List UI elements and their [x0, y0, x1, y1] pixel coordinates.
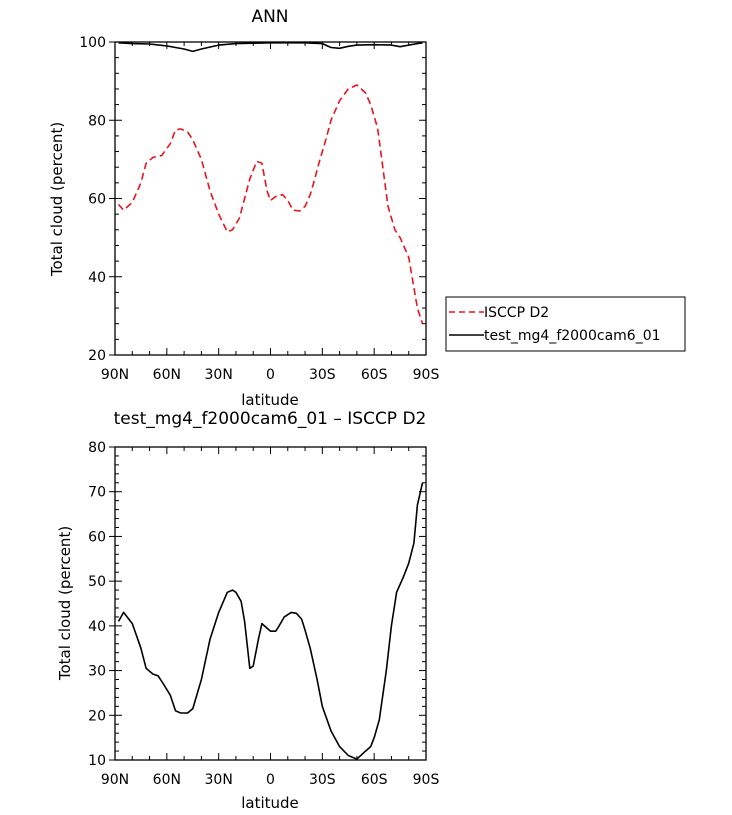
top-chart-frame — [114, 41, 427, 356]
bottom-x-tick-label: 30N — [205, 772, 233, 788]
legend-label-model: test_mg4_f2000cam6_01 — [484, 328, 661, 344]
top-x-tick-label: 30S — [309, 367, 336, 383]
bottom-y-tick-label: 70 — [88, 485, 106, 501]
bottom-x-tick-label: 0 — [266, 772, 275, 788]
legend-box — [445, 296, 686, 352]
top-series-line-1 — [118, 41, 423, 53]
bottom-y-tick-label: 50 — [88, 574, 106, 590]
top-chart-xlabel: latitude — [241, 391, 299, 409]
bottom-x-tick-label: 30S — [309, 772, 336, 788]
bottom-chart-title: test_mg4_f2000cam6_01 – ISCCP D2 — [114, 409, 427, 429]
top-x-tick-label: 60N — [153, 367, 181, 383]
top-chart-ticks: 90N 60N 30N 0 30S 60S 90S 20 40 60 80 100 — [79, 35, 439, 383]
bottom-chart-xlabel: latitude — [241, 794, 299, 812]
top-series-line-0 — [117, 84, 424, 324]
bottom-x-tick-label: 60N — [153, 772, 181, 788]
bottom-y-tick-label: 20 — [88, 708, 106, 724]
bottom-y-tick-label: 10 — [88, 753, 106, 769]
bottom-chart-panel: test_mg4_f2000cam6_01 – ISCCP D2 Total c… — [56, 409, 439, 812]
legend-label-isccp: ISCCP D2 — [484, 305, 549, 321]
top-x-tick-label: 0 — [266, 367, 275, 383]
top-x-tick-label: 90N — [101, 367, 129, 383]
legend: ISCCP D2 test_mg4_f2000cam6_01 — [445, 296, 686, 352]
bottom-chart-ylabel: Total cloud (percent) — [56, 526, 74, 681]
top-x-tick-label: 30N — [205, 367, 233, 383]
bottom-x-tick-label: 90S — [413, 772, 440, 788]
top-chart-lines — [117, 41, 424, 324]
bottom-y-tick-label: 40 — [88, 619, 106, 635]
bottom-chart-frame — [114, 446, 427, 761]
top-y-tick-label: 20 — [88, 348, 106, 364]
bottom-x-tick-label: 90N — [101, 772, 129, 788]
top-y-tick-label: 80 — [88, 113, 106, 129]
bottom-chart-lines — [117, 482, 424, 760]
bottom-series-line-0 — [117, 482, 424, 760]
bottom-y-tick-label: 30 — [88, 664, 106, 680]
top-x-tick-label: 90S — [413, 367, 440, 383]
top-y-tick-label: 40 — [88, 270, 106, 286]
bottom-y-tick-label: 80 — [88, 440, 106, 456]
top-y-tick-label: 60 — [88, 192, 106, 208]
top-y-tick-label: 100 — [79, 35, 106, 51]
top-chart-title: ANN — [251, 7, 288, 27]
top-x-tick-label: 60S — [361, 367, 388, 383]
bottom-x-tick-label: 60S — [361, 772, 388, 788]
bottom-y-tick-label: 60 — [88, 529, 106, 545]
top-chart-panel: ANN Total cloud (percent) latitude 90N 60… — [48, 7, 439, 409]
top-chart-ylabel: Total cloud (percent) — [48, 122, 66, 277]
bottom-chart-ticks: 90N 60N 30N 0 30S 60S 90S 10 20 30 40 50 60 70 80 — [88, 440, 439, 788]
